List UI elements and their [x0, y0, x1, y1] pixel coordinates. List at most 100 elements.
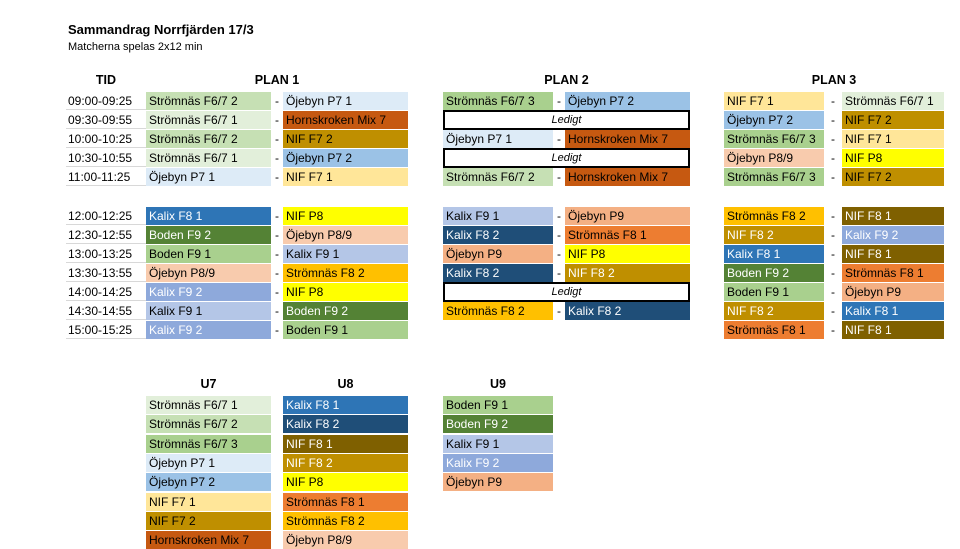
group-team: Öjebyn P7 2: [146, 473, 271, 492]
versus-dash: -: [831, 209, 835, 223]
team-cell: NIF P8: [842, 149, 944, 167]
team-cell: Kalix F8 1: [724, 245, 824, 263]
plan1-header: PLAN 1: [254, 73, 300, 87]
time-slot: 12:00-12:25: [66, 207, 146, 225]
time-slot: 10:30-10:55: [66, 149, 146, 167]
team-cell: Strömnäs F6/7 2: [443, 168, 553, 186]
time-slot: 09:30-09:55: [66, 111, 146, 129]
versus-dash: -: [831, 247, 835, 261]
group-team: NIF F7 1: [146, 492, 271, 511]
team-cell: NIF F7 1: [724, 92, 824, 110]
team-cell: Kalix F8 2: [565, 302, 690, 320]
team-cell: Öjebyn P7 1: [283, 92, 408, 110]
versus-dash: -: [275, 170, 279, 184]
team-cell: Öjebyn P8/9: [724, 149, 824, 167]
versus-dash: -: [831, 304, 835, 318]
team-cell: Strömnäs F6/7 2: [146, 92, 271, 110]
team-cell: Boden F9 2: [283, 302, 408, 320]
team-cell: Strömnäs F8 1: [842, 264, 944, 282]
versus-dash: -: [831, 323, 835, 337]
group-header-u9: U9: [490, 377, 506, 391]
versus-dash: -: [557, 228, 561, 242]
team-cell: Öjebyn P8/9: [146, 264, 271, 282]
team-cell: Strömnäs F6/7 1: [146, 111, 271, 129]
time-slot: 15:00-15:25: [66, 321, 146, 339]
versus-dash: -: [557, 247, 561, 261]
team-cell: Öjebyn P9: [565, 207, 690, 225]
team-cell: NIF P8: [283, 283, 408, 301]
team-cell: NIF F8 2: [565, 264, 690, 282]
team-cell: Kalix F8 1: [842, 302, 944, 320]
versus-dash: -: [275, 113, 279, 127]
team-cell: Öjebyn P7 1: [443, 130, 553, 148]
team-cell: NIF F7 1: [842, 130, 944, 148]
time-slot: 13:30-13:55: [66, 264, 146, 282]
versus-dash: -: [557, 209, 561, 223]
free-slot: Ledigt: [443, 110, 690, 130]
versus-dash: -: [831, 285, 835, 299]
group-team: Boden F9 1: [443, 396, 553, 414]
versus-dash: -: [831, 266, 835, 280]
team-cell: NIF P8: [283, 207, 408, 225]
team-cell: NIF F8 2: [724, 302, 824, 320]
team-cell: Öjebyn P7 2: [724, 111, 824, 129]
group-team: Öjebyn P7 1: [146, 453, 271, 472]
team-cell: Boden F9 1: [283, 321, 408, 339]
group-team: Strömnäs F6/7 3: [146, 434, 271, 453]
team-cell: Kalix F8 2: [443, 264, 553, 282]
team-cell: Öjebyn P7 2: [565, 92, 690, 110]
team-cell: Strömnäs F8 2: [283, 264, 408, 282]
versus-dash: -: [831, 94, 835, 108]
team-cell: Kalix F9 2: [146, 321, 271, 339]
group-team: Strömnäs F6/7 2: [146, 415, 271, 434]
versus-dash: -: [831, 113, 835, 127]
versus-dash: -: [831, 170, 835, 184]
team-cell: NIF F8 1: [842, 321, 944, 339]
team-cell: Boden F9 1: [724, 283, 824, 301]
group-team: NIF F8 1: [283, 434, 408, 453]
team-cell: NIF F8 1: [842, 245, 944, 263]
team-cell: Kalix F9 2: [146, 283, 271, 301]
group-team: Öjebyn P8/9: [283, 531, 408, 549]
group-header-u7: U7: [200, 377, 217, 391]
time-slot: 12:30-12:55: [66, 226, 146, 244]
plan3-header: PLAN 3: [811, 73, 857, 87]
team-cell: Strömnäs F6/7 3: [724, 130, 824, 148]
versus-dash: -: [275, 151, 279, 165]
team-cell: Hornskroken Mix 7: [565, 168, 690, 186]
group-team: Boden F9 2: [443, 415, 553, 434]
group-team: Strömnäs F8 1: [283, 492, 408, 511]
group-team: NIF P8: [283, 473, 408, 492]
team-cell: Strömnäs F6/7 2: [146, 130, 271, 148]
versus-dash: -: [275, 266, 279, 280]
group-team: NIF F8 2: [283, 453, 408, 472]
team-cell: Kalix F9 1: [283, 245, 408, 263]
time-slot: 14:30-14:55: [66, 302, 146, 320]
team-cell: NIF F7 2: [842, 168, 944, 186]
team-cell: Kalix F8 2: [443, 226, 553, 244]
team-cell: Boden F9 2: [146, 226, 271, 244]
versus-dash: -: [557, 304, 561, 318]
time-slot: 14:00-14:25: [66, 283, 146, 301]
team-cell: Kalix F8 1: [146, 207, 271, 225]
team-cell: Kalix F9 2: [842, 226, 944, 244]
versus-dash: -: [275, 94, 279, 108]
team-cell: Strömnäs F6/7 1: [842, 92, 944, 110]
group-team: Kalix F9 2: [443, 453, 553, 472]
group-team: NIF F7 2: [146, 511, 271, 530]
team-cell: Strömnäs F8 1: [565, 226, 690, 244]
free-slot: Ledigt: [443, 282, 690, 302]
team-cell: Kalix F9 1: [443, 207, 553, 225]
free-slot: Ledigt: [443, 148, 690, 168]
team-cell: Strömnäs F6/7 1: [146, 149, 271, 167]
versus-dash: -: [557, 170, 561, 184]
tid-header: TID: [95, 73, 117, 87]
versus-dash: -: [557, 94, 561, 108]
time-slot: 09:00-09:25: [66, 92, 146, 110]
team-cell: Öjebyn P9: [842, 283, 944, 301]
group-team: Hornskroken Mix 7: [146, 531, 271, 549]
team-cell: Strömnäs F8 2: [724, 207, 824, 225]
versus-dash: -: [275, 132, 279, 146]
group-header-u8: U8: [337, 377, 354, 391]
versus-dash: -: [275, 247, 279, 261]
